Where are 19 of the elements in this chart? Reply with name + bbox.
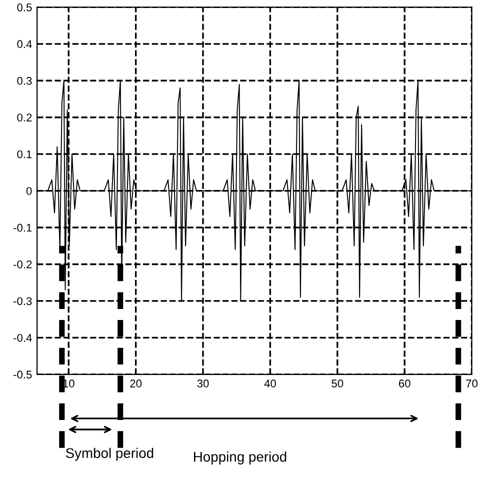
y-tick-label: -0.5	[14, 370, 32, 379]
y-tick-label: 0	[26, 187, 32, 195]
x-tick-label: 20	[130, 380, 142, 388]
x-tick-label: 60	[398, 380, 410, 388]
y-tick-label: -0.4	[14, 334, 32, 342]
x-tick-label: 40	[264, 380, 276, 388]
y-tick-label: 0.5	[17, 3, 32, 12]
x-tick-label: 50	[332, 380, 344, 388]
y-tick-label: 0.1	[17, 150, 32, 158]
y-tick-label: 0.4	[17, 40, 32, 48]
y-tick-label: -0.2	[14, 260, 32, 268]
y-tick-label: 0.3	[17, 76, 32, 85]
text: Symbol period	[66, 448, 154, 461]
text: Hopping period	[194, 452, 286, 464]
x-tick-label: 70	[466, 380, 478, 388]
y-tick-label: -0.3	[14, 297, 32, 306]
x-tick-label: 30	[197, 380, 209, 388]
y-tick-label: 0.2	[17, 114, 32, 122]
y-tick-label: -0.1	[14, 224, 32, 232]
